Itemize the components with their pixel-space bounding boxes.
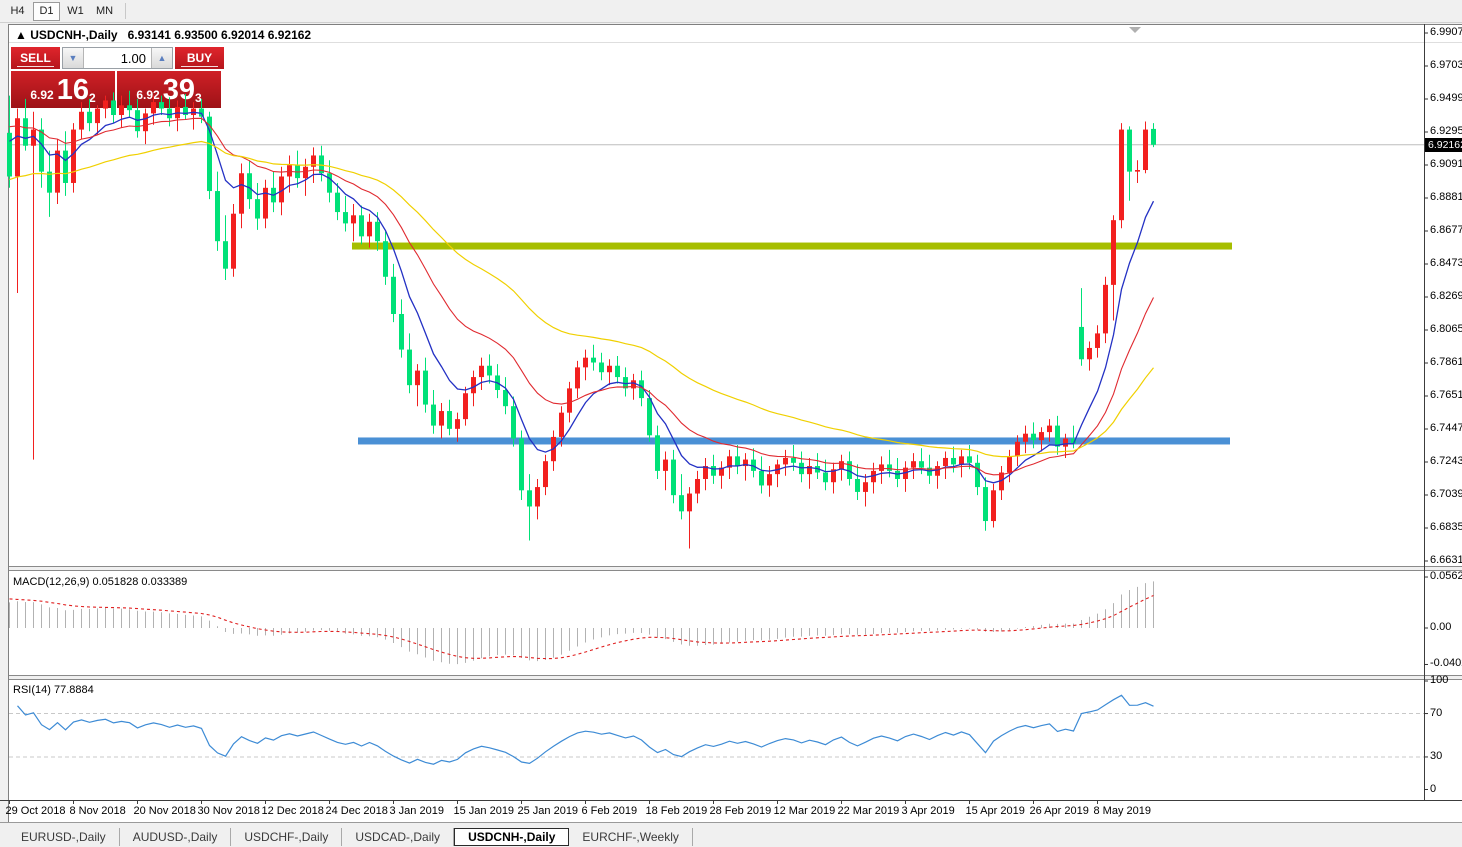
price-axis-label: 6.76510 [1430, 389, 1462, 401]
price-axis-label: 6.97030 [1430, 59, 1462, 71]
sell-price-sup: 2 [88, 91, 96, 105]
timeframe-button-h4[interactable]: H4 [10, 5, 25, 17]
price-axis-label: 6.68350 [1430, 521, 1462, 533]
date-axis-label: 15 Jan 2019 [453, 805, 515, 817]
price-axis-label: 6.88810 [1430, 191, 1462, 203]
chart-window: ▲ USDCNH-,Daily 6.93141 6.93500 6.92014 6… [8, 24, 1462, 822]
date-axis-label: 3 Apr 2019 [901, 805, 955, 817]
date-axis-label: 24 Dec 2018 [325, 805, 388, 817]
macd-axis-label: 0.056211 [1430, 570, 1462, 583]
volume-input[interactable] [84, 48, 151, 68]
price-axis-label: 6.92950 [1430, 125, 1462, 137]
buy-price-small: 6.92 [136, 88, 160, 102]
price-axis-label: 6.72430 [1430, 455, 1462, 467]
rsi-indicator-label: RSI(14) 77.8884 [13, 684, 94, 696]
price-axis-label: 6.90910 [1430, 158, 1462, 170]
one-click-trading-panel: SELL ▼ ▲ BUY 6.92 16 2 6.92 [11, 47, 228, 108]
date-axis-label: 6 Feb 2019 [581, 805, 638, 817]
ohlc-values: 6.93141 6.93500 6.92014 6.92162 [127, 28, 312, 42]
rsi-axis-label: 70 [1430, 706, 1443, 719]
macd-axis-label: 0.00 [1430, 621, 1452, 633]
symbol-tab-bar: EURUSD-,Daily AUDUSD-,Daily USDCHF-,Daily U… [0, 827, 1462, 847]
date-axis-label: 22 Mar 2019 [837, 805, 900, 817]
window-bottom-border [0, 822, 1462, 827]
symbol-tab-eurchf[interactable]: EURCHF-,Weekly [569, 828, 693, 846]
volume-decrease-icon[interactable]: ▼ [63, 48, 84, 68]
date-axis-label: 12 Mar 2019 [773, 805, 836, 817]
symbol-tab-audusd[interactable]: AUDUSD-,Daily [120, 828, 232, 846]
title-separator [9, 42, 1462, 43]
buy-price-big: 39 [162, 74, 195, 106]
symbol-tab-usdcad[interactable]: USDCAD-,Daily [342, 828, 455, 846]
buy-price-sup: 3 [194, 91, 202, 105]
timeframe-button-mn[interactable]: MN [95, 5, 114, 17]
date-axis-label: 30 Nov 2018 [197, 805, 260, 817]
price-axis-label: 6.74470 [1430, 422, 1462, 434]
price-axis-label: 6.94990 [1430, 92, 1462, 104]
sell-price-big: 16 [56, 74, 89, 106]
sell-button[interactable]: SELL [11, 47, 60, 69]
timeframe-button-w1[interactable]: W1 [67, 5, 84, 17]
price-axis-label: 6.78610 [1430, 356, 1462, 368]
sell-price-small: 6.92 [30, 88, 54, 102]
date-axis-label: 15 Apr 2019 [965, 805, 1025, 817]
price-axis-label: 6.70390 [1430, 488, 1462, 500]
date-axis-label: 18 Feb 2019 [645, 805, 708, 817]
buy-button[interactable]: BUY [175, 47, 224, 69]
rsi-axis-label: 30 [1430, 749, 1443, 762]
volume-increase-icon[interactable]: ▲ [151, 48, 172, 68]
date-axis-label: 26 Apr 2019 [1029, 805, 1089, 817]
timeframe-toolbar: H4 D1 W1 MN [0, 0, 1462, 23]
date-axis-label: 28 Feb 2019 [709, 805, 772, 817]
date-axis-label: 3 Jan 2019 [389, 805, 444, 817]
macd-axis-label: -0.040218 [1430, 657, 1462, 670]
symbol-tab-eurusd[interactable]: EURUSD-,Daily [8, 828, 120, 846]
symbol-tab-usdcnh[interactable]: USDCNH-,Daily [454, 828, 570, 846]
macd-indicator-label: MACD(12,26,9) 0.051828 0.033389 [13, 576, 188, 588]
chart-title: ▲ USDCNH-,Daily 6.93141 6.93500 6.92014 6… [15, 28, 311, 42]
toolbar-separator [125, 3, 126, 19]
date-axis-label: 8 Nov 2018 [69, 805, 126, 817]
rsi-axis-label: 0 [1430, 782, 1437, 795]
sell-price-box[interactable]: 6.92 16 2 [11, 71, 115, 108]
price-axis-label: 6.82690 [1430, 290, 1462, 302]
volume-spinner: ▼ ▲ [62, 47, 173, 69]
symbol-tab-usdchf[interactable]: USDCHF-,Daily [231, 828, 343, 846]
date-axis-label: 8 May 2019 [1093, 805, 1151, 817]
current-price-tag: 6.92162 [1425, 138, 1462, 152]
price-axis-label: 6.80650 [1430, 323, 1462, 335]
date-axis-label: 25 Jan 2019 [517, 805, 579, 817]
price-axis-label: 6.86770 [1430, 224, 1462, 236]
date-axis-label: 29 Oct 2018 [5, 805, 66, 817]
price-axis-label: 6.84730 [1430, 257, 1462, 269]
price-axis-label: 6.99070 [1430, 26, 1462, 38]
timeframe-button-d1[interactable]: D1 [33, 1, 60, 21]
collapse-panel-icon[interactable]: ▲ [15, 28, 27, 42]
symbol-period-label: USDCNH-,Daily [30, 28, 118, 42]
date-axis-label: 12 Dec 2018 [261, 805, 324, 817]
buy-price-box[interactable]: 6.92 39 3 [117, 71, 221, 108]
date-axis-label: 20 Nov 2018 [133, 805, 196, 817]
rsi-axis-label: 100 [1430, 674, 1449, 686]
